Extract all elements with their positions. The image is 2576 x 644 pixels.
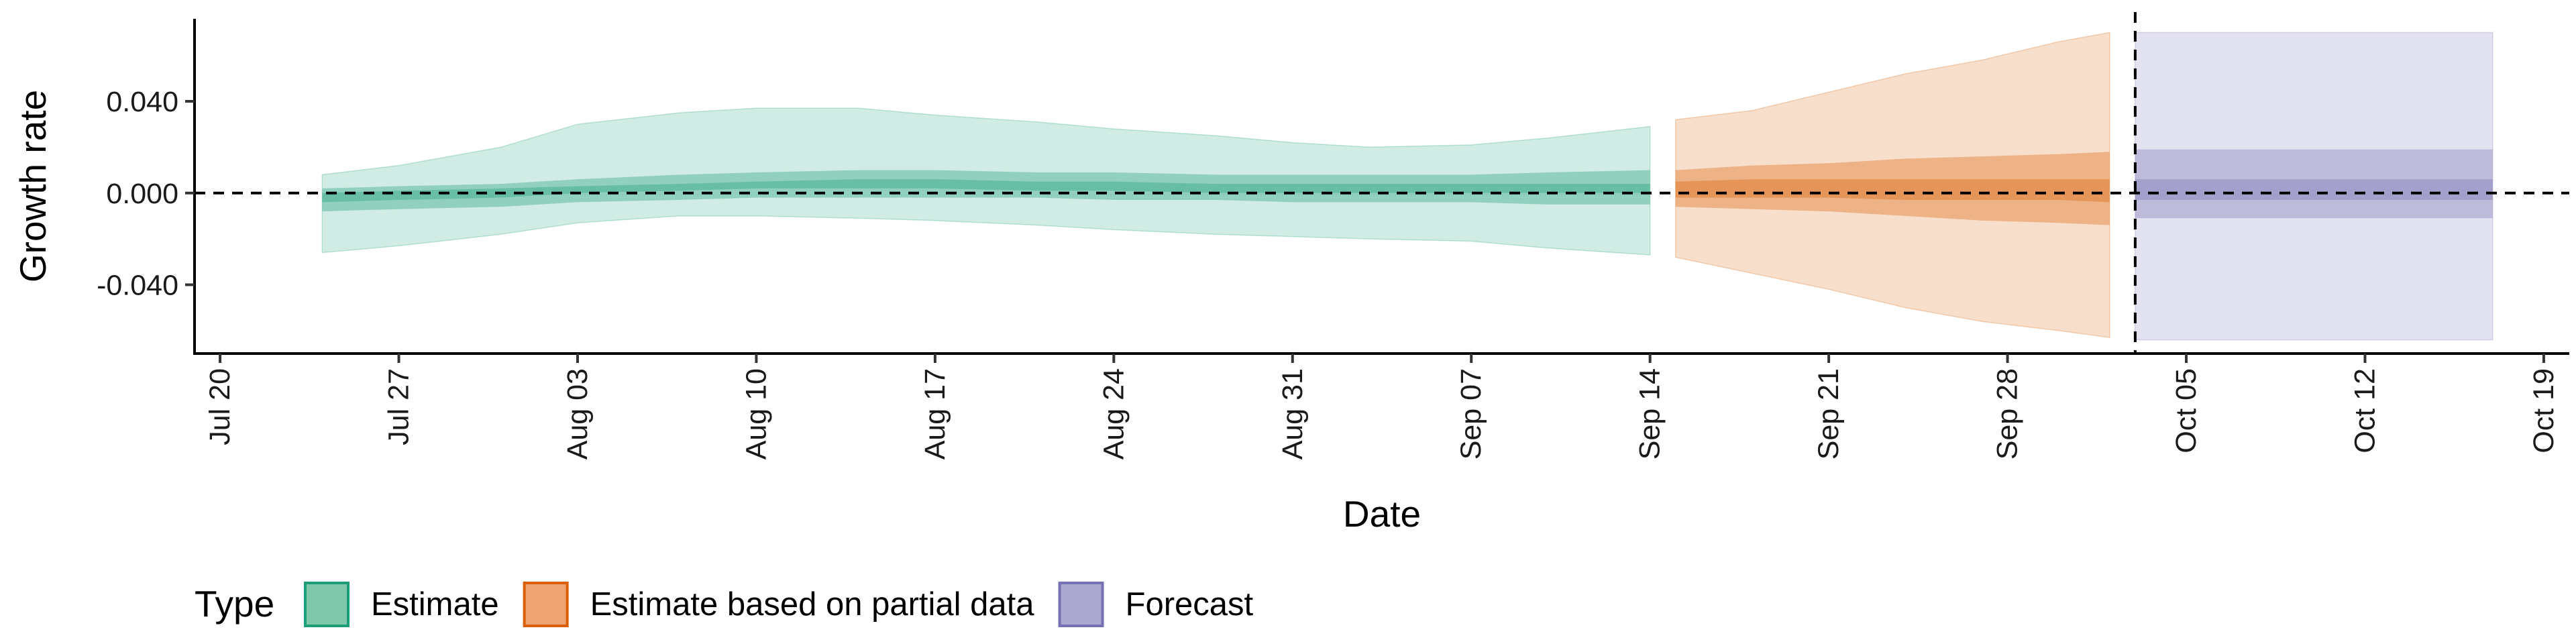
- legend-title: Type: [195, 583, 274, 625]
- estimate-band-20: [322, 179, 1650, 203]
- x-tick-label: Jul 27: [383, 368, 415, 445]
- axes: [193, 19, 2569, 355]
- legend-label-estimate-based-on-partial-data: Estimate based on partial data: [590, 586, 1035, 623]
- x-tick-label: Aug 31: [1277, 368, 1309, 460]
- legend-swatch-forecast: [1058, 582, 1104, 627]
- estimate-based-on-partial-data-band-90: [1674, 32, 2110, 338]
- x-tick-label: Oct 19: [2528, 368, 2560, 453]
- x-tick-label: Aug 17: [919, 368, 951, 460]
- x-axis-title: Date: [1343, 493, 1421, 535]
- estimate-based-on-partial-data-band-50: [1675, 152, 2110, 225]
- legend-label-forecast: Forecast: [1126, 586, 1254, 623]
- x-tick-label: Jul 20: [204, 368, 236, 445]
- estimate-band-90: [321, 107, 1651, 256]
- y-tick-label: 0.040: [106, 86, 178, 118]
- x-axis-ticks: Jul 20 Jul 27 Aug 03 Aug 10 Aug 17 Aug 24 Aug …: [204, 354, 2560, 460]
- forecast-band-50: [2135, 149, 2493, 219]
- forecast-band-90: [2135, 32, 2493, 341]
- x-tick-label: Aug 03: [561, 368, 594, 460]
- legend: Type Estimate Estimate based on partial da…: [195, 582, 1254, 627]
- legend-label-estimate: Estimate: [371, 586, 499, 623]
- estimate-based-on-partial-data-band-20: [1675, 179, 2110, 203]
- x-tick-label: Aug 10: [740, 368, 772, 460]
- x-tick-label: Sep 14: [1634, 368, 1666, 460]
- legend-swatch-estimate: [304, 582, 350, 627]
- x-tick-label: Aug 24: [1097, 368, 1130, 460]
- y-axis-title: Growth rate: [12, 90, 54, 282]
- x-tick-label: Oct 12: [2349, 368, 2381, 453]
- x-tick-label: Sep 07: [1455, 368, 1487, 460]
- forecast-band-20: [2135, 179, 2493, 200]
- y-tick-label: 0.000: [106, 178, 178, 210]
- estimate-band-50: [322, 170, 1650, 212]
- x-tick-label: Sep 21: [1813, 368, 1845, 460]
- x-tick-label: Oct 05: [2170, 368, 2202, 453]
- y-tick-label: -0.040: [97, 269, 178, 301]
- legend-swatch-estimate-based-on-partial-data: [523, 582, 569, 627]
- x-tick-label: Sep 28: [1992, 368, 2024, 460]
- ribbon-layer: [321, 32, 2493, 341]
- y-axis-ticks: -0.040 0.000 0.040: [97, 86, 195, 301]
- reference-lines: [195, 12, 2569, 354]
